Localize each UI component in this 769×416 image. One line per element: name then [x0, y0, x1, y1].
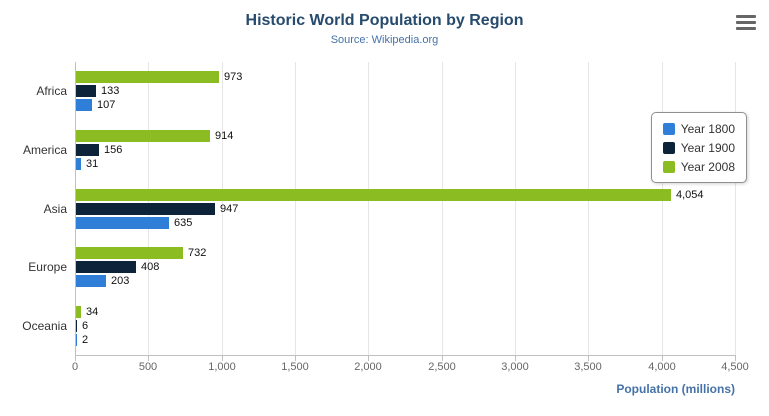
legend-label: Year 1900	[680, 140, 735, 155]
bar-asia-year-1900[interactable]	[76, 203, 215, 215]
axis-tick	[442, 356, 443, 361]
legend-label: Year 2008	[680, 159, 735, 174]
hamburger-bar	[736, 15, 756, 18]
category-label-asia: Asia	[43, 202, 67, 216]
bar-value-label: 408	[141, 261, 160, 273]
bar-value-label: 107	[97, 99, 116, 111]
bar-value-label: 133	[101, 85, 120, 97]
x-tick-label: 2,000	[354, 361, 382, 373]
legend-item-year-1800[interactable]: Year 1800	[662, 119, 735, 138]
legend-label: Year 1800	[680, 121, 735, 136]
legend-swatch-icon	[662, 141, 675, 154]
bar-value-label: 732	[188, 247, 207, 259]
category-label-africa: Africa	[36, 84, 67, 98]
axis-tick	[662, 356, 663, 361]
axis-tick	[222, 356, 223, 361]
gridline	[735, 62, 736, 355]
bar-asia-year-1800[interactable]	[76, 217, 170, 229]
x-tick-label: 1,000	[208, 361, 236, 373]
category-label-america: America	[22, 143, 67, 157]
x-axis-title: Population (millions)	[616, 382, 735, 396]
legend-swatch-icon	[662, 160, 675, 173]
gridline	[442, 62, 443, 355]
x-axis-line	[75, 355, 736, 356]
category-label-oceania: Oceania	[22, 319, 67, 333]
x-tick-label: 3,500	[574, 361, 602, 373]
x-tick-label: 4,500	[721, 361, 749, 373]
bar-value-label: 6	[82, 320, 89, 332]
bar-europe-year-1900[interactable]	[76, 261, 136, 273]
x-tick-label: 4,000	[648, 361, 676, 373]
x-tick-label: 0	[71, 361, 79, 373]
bar-value-label: 973	[224, 71, 243, 83]
gridline	[368, 62, 369, 355]
bar-value-label: 914	[215, 130, 234, 142]
x-tick-label: 500	[138, 361, 158, 373]
legend-item-year-2008[interactable]: Year 2008	[662, 157, 735, 176]
axis-tick	[368, 356, 369, 361]
axis-tick	[148, 356, 149, 361]
gridline	[222, 62, 223, 355]
gridline	[662, 62, 663, 355]
bar-value-label: 34	[86, 306, 99, 318]
x-tick-label: 2,500	[428, 361, 456, 373]
bar-oceania-year-1900[interactable]	[76, 320, 77, 332]
axis-tick	[588, 356, 589, 361]
axis-tick	[515, 356, 516, 361]
bar-value-label: 4,054	[676, 189, 704, 201]
bar-asia-year-2008[interactable]	[76, 189, 671, 201]
bar-africa-year-1800[interactable]	[76, 99, 92, 111]
bar-america-year-1800[interactable]	[76, 158, 81, 170]
gridline	[295, 62, 296, 355]
bar-america-year-1900[interactable]	[76, 144, 99, 156]
axis-tick	[735, 356, 736, 361]
gridline	[588, 62, 589, 355]
x-tick-label: 1,500	[281, 361, 309, 373]
bar-africa-year-2008[interactable]	[76, 71, 219, 83]
bar-value-label: 156	[104, 144, 123, 156]
bar-europe-year-1800[interactable]	[76, 275, 106, 287]
gridline	[515, 62, 516, 355]
bar-africa-year-1900[interactable]	[76, 85, 96, 97]
hamburger-bar	[736, 21, 756, 24]
legend-swatch-icon	[662, 122, 675, 135]
legend-item-year-1900[interactable]: Year 1900	[662, 138, 735, 157]
bar-value-label: 203	[111, 275, 130, 287]
bar-value-label: 31	[86, 158, 99, 170]
chart-title: Historic World Population by Region	[245, 12, 524, 29]
chart-subtitle: Source: Wikipedia.org	[330, 34, 439, 46]
category-label-europe: Europe	[28, 260, 67, 274]
legend: Year 1800 Year 1900 Year 2008	[650, 112, 747, 183]
axis-tick	[75, 356, 76, 361]
bar-america-year-2008[interactable]	[76, 130, 211, 142]
bar-value-label: 635	[174, 217, 193, 229]
axis-tick	[295, 356, 296, 361]
plot-area: 973 133 107 914 156 31 4,054 947 635 732 408 203 34 6…	[75, 62, 736, 355]
bar-oceania-year-1800[interactable]	[76, 334, 77, 346]
bar-value-label: 2	[82, 334, 89, 346]
bar-europe-year-2008[interactable]	[76, 247, 184, 259]
hamburger-menu-icon[interactable]	[736, 15, 756, 30]
gridline	[75, 62, 76, 355]
hamburger-bar	[736, 27, 756, 30]
bar-value-label: 947	[220, 203, 239, 215]
bar-oceania-year-2008[interactable]	[76, 306, 81, 318]
x-tick-label: 3,000	[501, 361, 529, 373]
